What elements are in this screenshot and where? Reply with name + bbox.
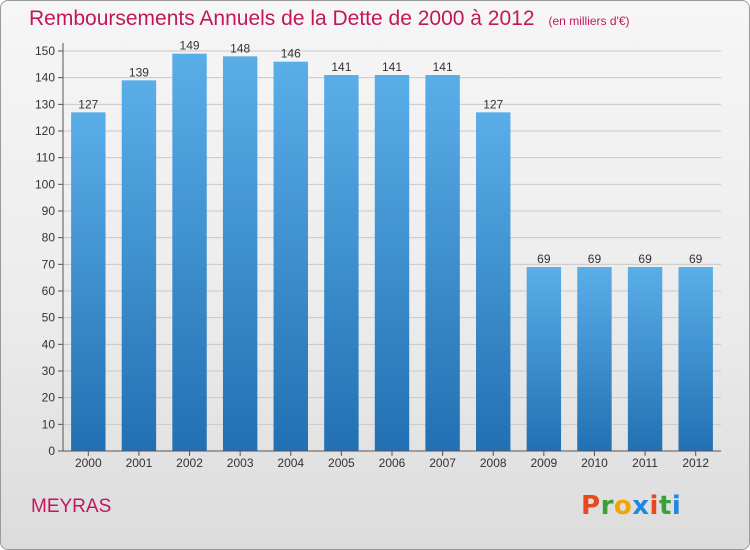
y-tick-label: 100 bbox=[35, 177, 55, 191]
y-tick-label: 80 bbox=[42, 231, 56, 245]
bar bbox=[374, 75, 410, 451]
x-tick-label: 2005 bbox=[328, 456, 355, 470]
y-tick-label: 70 bbox=[42, 257, 56, 271]
x-tick-label: 2000 bbox=[75, 456, 102, 470]
brand-letter: i bbox=[649, 491, 659, 521]
y-tick-label: 90 bbox=[42, 204, 56, 218]
x-tick-label: 2002 bbox=[176, 456, 203, 470]
brand-letter: P bbox=[581, 491, 601, 521]
bar-value-label: 146 bbox=[281, 47, 301, 61]
brand-letter: x bbox=[632, 491, 650, 521]
x-tick-label: 2009 bbox=[530, 456, 557, 470]
brand-letter: i bbox=[671, 491, 682, 521]
y-tick-label: 0 bbox=[48, 444, 55, 458]
y-tick-label: 150 bbox=[35, 44, 55, 58]
y-tick-label: 50 bbox=[42, 311, 56, 325]
y-tick-label: 10 bbox=[42, 417, 56, 431]
bar bbox=[222, 56, 258, 451]
x-tick-label: 2007 bbox=[429, 456, 456, 470]
bar-value-label: 127 bbox=[78, 97, 98, 111]
bar bbox=[526, 267, 562, 451]
chart-title-text: Remboursements Annuels de la Dette de 20… bbox=[29, 7, 535, 30]
y-tick-label: 110 bbox=[36, 151, 55, 165]
bar-value-label: 149 bbox=[180, 39, 200, 53]
bar bbox=[324, 75, 359, 451]
y-tick-label: 120 bbox=[35, 124, 55, 138]
x-tick-label: 2006 bbox=[379, 456, 406, 470]
y-tick-label: 60 bbox=[42, 284, 56, 298]
bar bbox=[273, 61, 308, 452]
bar-value-label: 69 bbox=[638, 252, 652, 266]
bar-value-label: 69 bbox=[537, 252, 551, 266]
y-tick-label: 40 bbox=[42, 337, 56, 351]
bar-value-label: 141 bbox=[382, 60, 402, 74]
bar-value-label: 141 bbox=[433, 60, 453, 74]
x-tick-label: 2012 bbox=[682, 456, 709, 470]
bar bbox=[71, 112, 106, 451]
bar bbox=[425, 75, 460, 451]
bar bbox=[476, 112, 511, 451]
bar-value-label: 139 bbox=[129, 65, 149, 79]
bar bbox=[577, 267, 612, 451]
x-tick-label: 2011 bbox=[632, 456, 658, 470]
y-tick-label: 140 bbox=[35, 71, 55, 85]
bar-chart: 127 139 149 148 146 141 141 141 127 69 69 69 69 0 10 2… bbox=[35, 39, 721, 470]
brand-letter: t bbox=[658, 491, 672, 521]
bar-value-label: 69 bbox=[689, 252, 703, 266]
y-tick-label: 130 bbox=[35, 97, 55, 111]
brand-letter: r bbox=[600, 491, 614, 521]
bar bbox=[172, 53, 207, 452]
bar-value-label: 141 bbox=[331, 60, 351, 74]
chart-unit: (en milliers d'€) bbox=[548, 14, 630, 28]
commune-name: MEYRAS bbox=[31, 496, 112, 517]
y-tick-label: 30 bbox=[42, 364, 56, 378]
brand-letter: o bbox=[613, 491, 633, 521]
x-tick-label: 2003 bbox=[227, 456, 254, 470]
x-tick-label: 2004 bbox=[277, 456, 304, 470]
y-tick-label: 20 bbox=[42, 391, 56, 405]
bar bbox=[121, 80, 157, 451]
x-tick-label: 2010 bbox=[581, 456, 608, 470]
x-tick-label: 2008 bbox=[480, 456, 507, 470]
bar-value-label: 127 bbox=[483, 97, 503, 111]
bar-value-label: 69 bbox=[588, 252, 602, 266]
x-tick-label: 2001 bbox=[126, 456, 153, 470]
brand-logo: Proxiti bbox=[581, 491, 681, 521]
bar bbox=[627, 267, 663, 451]
bar-value-label: 148 bbox=[230, 41, 250, 55]
bar bbox=[678, 267, 713, 451]
chart-title: Remboursements Annuels de la Dette de 20… bbox=[29, 7, 630, 31]
